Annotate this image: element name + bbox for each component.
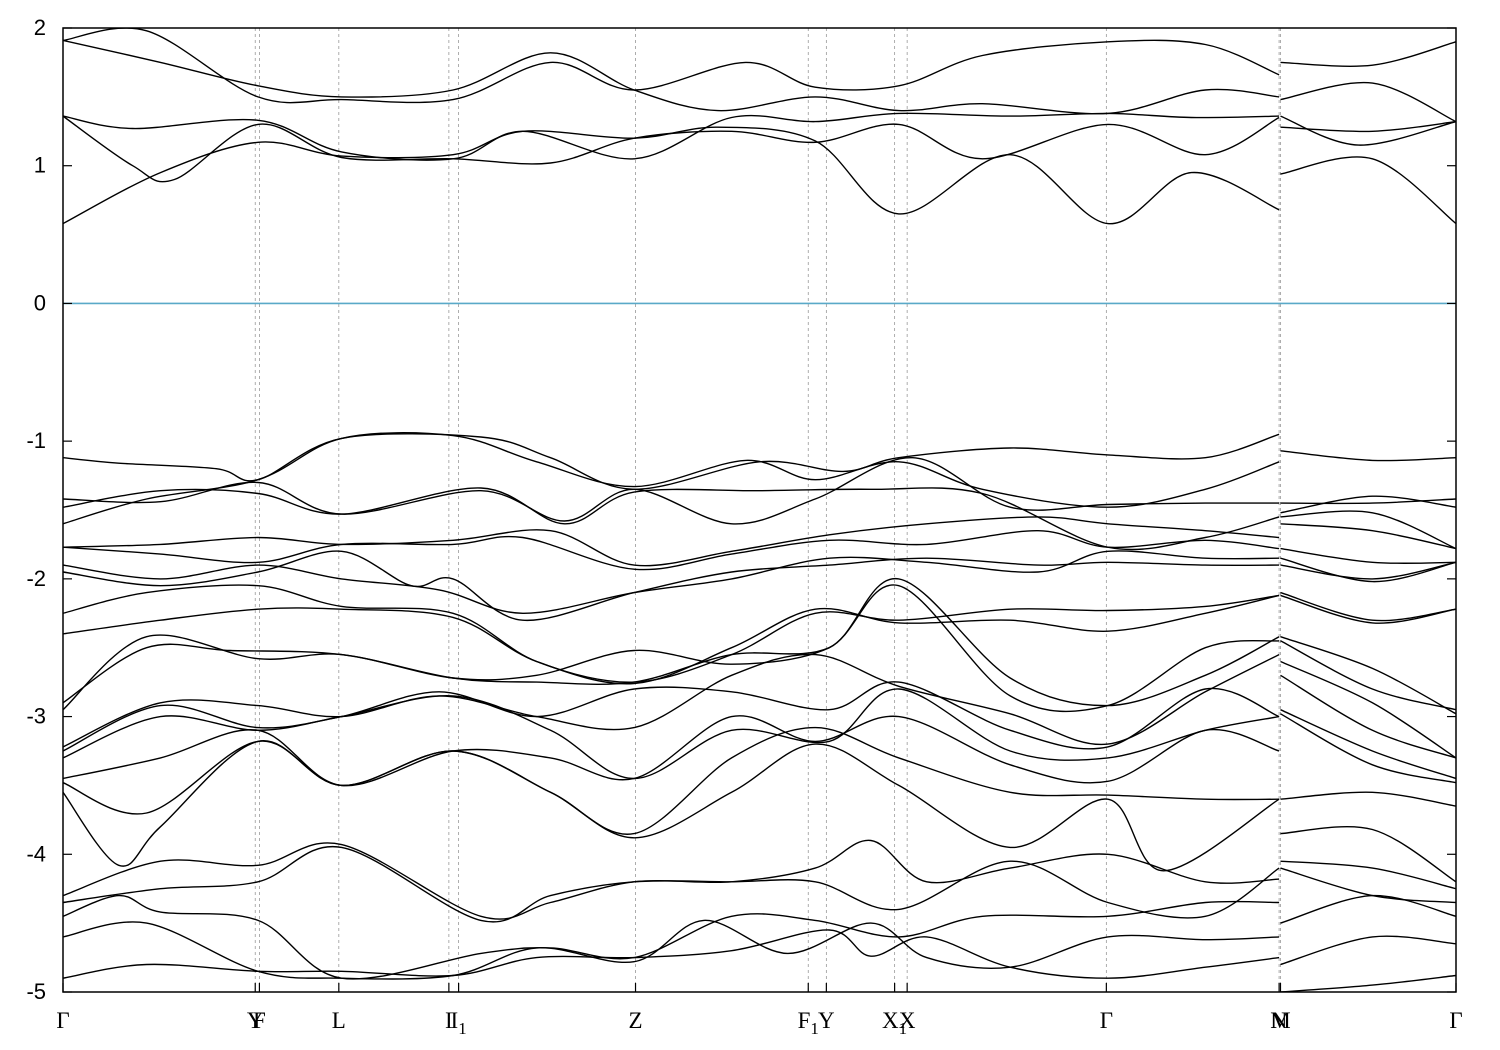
kpoint-label-11: Γ <box>1100 1008 1113 1033</box>
kpoint-subscript: 1 <box>458 1019 467 1038</box>
band-line-9 <box>1280 41 1456 67</box>
band-line-16 <box>63 487 1280 551</box>
band-line-0 <box>63 126 1280 225</box>
band-line-1 <box>1280 156 1456 225</box>
band-line-40 <box>63 715 1280 787</box>
band-line-37 <box>1280 674 1456 759</box>
kpoint-subscript: 1 <box>810 1019 819 1038</box>
band-line-47 <box>1280 860 1456 890</box>
band-line-34 <box>63 653 1280 748</box>
y-tick-label: -1 <box>26 428 46 453</box>
kpoint-label-7: F1 <box>798 1008 819 1038</box>
band-line-22 <box>63 550 1280 615</box>
band-line-5 <box>1280 120 1456 133</box>
band-line-45 <box>1280 826 1456 883</box>
band-line-28 <box>63 594 1280 685</box>
band-line-52 <box>63 919 1280 980</box>
band-line-10 <box>63 433 1280 491</box>
band-line-13 <box>1280 495 1456 514</box>
band-line-53 <box>1280 935 1456 966</box>
band-line-6 <box>63 39 1280 115</box>
band-line-42 <box>63 726 1280 835</box>
y-tick-label: -5 <box>26 979 46 1004</box>
band-line-12 <box>63 432 1280 525</box>
band-line-46 <box>63 839 1280 920</box>
band-line-43 <box>1280 791 1456 807</box>
band-line-35 <box>1280 660 1456 759</box>
kpoint-label-14: Γ <box>1449 1008 1462 1033</box>
kpoint-label-2: F <box>253 1008 266 1033</box>
band-line-31 <box>1280 636 1456 715</box>
y-tick-label: -3 <box>26 704 46 729</box>
band-line-20 <box>63 529 1280 571</box>
kpoint-label-10: X <box>899 1008 916 1033</box>
y-axis-ticks: -5 -4 -3 -2 -1 0 1 2 <box>26 15 1456 1004</box>
y-tick-label: -4 <box>26 841 46 866</box>
y-tick-label: 0 <box>34 290 46 315</box>
band-series <box>63 28 1456 992</box>
high-symmetry-lines <box>254 28 1281 992</box>
band-line-36 <box>63 681 1280 752</box>
band-line-11 <box>1280 450 1456 462</box>
band-line-49 <box>1280 867 1456 904</box>
band-line-29 <box>1280 594 1456 624</box>
kpoint-label-3: L <box>332 1008 346 1033</box>
band-line-7 <box>1280 81 1456 123</box>
kpoint-label-12: N <box>1271 1008 1288 1033</box>
band-line-24 <box>63 550 1280 621</box>
y-tick-label: 2 <box>34 15 46 40</box>
band-line-39 <box>1280 709 1456 780</box>
kpoint-label-6: Z <box>628 1008 642 1033</box>
kpoint-subscript: 1 <box>899 1019 908 1038</box>
band-line-51 <box>1280 894 1456 924</box>
band-line-2 <box>63 115 1280 183</box>
band-line-17 <box>1280 510 1456 550</box>
kpoint-label-5: I1 <box>451 1008 467 1038</box>
band-line-32 <box>63 584 1280 713</box>
x-axis-kpoint-labels: Γ YF L II1 Z F1 Y X1X Γ NM Γ <box>56 983 1463 1038</box>
band-line-38 <box>63 688 1280 780</box>
band-line-26 <box>63 584 1280 683</box>
band-line-27 <box>1280 591 1456 622</box>
band-line-41 <box>1280 713 1456 784</box>
band-line-15 <box>1280 498 1456 505</box>
band-line-54 <box>63 929 1280 979</box>
kpoint-label-13: M <box>1270 1008 1290 1033</box>
band-line-33 <box>1280 640 1456 711</box>
band-line-23 <box>1280 561 1456 580</box>
band-line-18 <box>63 516 1280 567</box>
band-line-44 <box>63 740 1280 872</box>
band-line-21 <box>1280 547 1456 565</box>
kpoint-label-0: Γ <box>56 1008 69 1033</box>
plot-frame <box>62 27 1457 993</box>
band-line-48 <box>63 845 1280 923</box>
band-line-4 <box>63 112 1280 161</box>
band-line-3 <box>1280 115 1456 146</box>
band-line-25 <box>1280 557 1456 583</box>
kpoint-label-1: Y <box>247 1008 264 1033</box>
band-line-55 <box>1280 974 1456 992</box>
band-line-19 <box>1280 523 1456 550</box>
kpoint-label-8: Y <box>818 1008 835 1033</box>
y-tick-label: 1 <box>34 153 46 178</box>
y-tick-label: -2 <box>26 566 46 591</box>
band-line-8 <box>63 28 1280 104</box>
kpoint-label-4: I <box>445 1008 453 1033</box>
band-line-14 <box>63 456 1280 525</box>
